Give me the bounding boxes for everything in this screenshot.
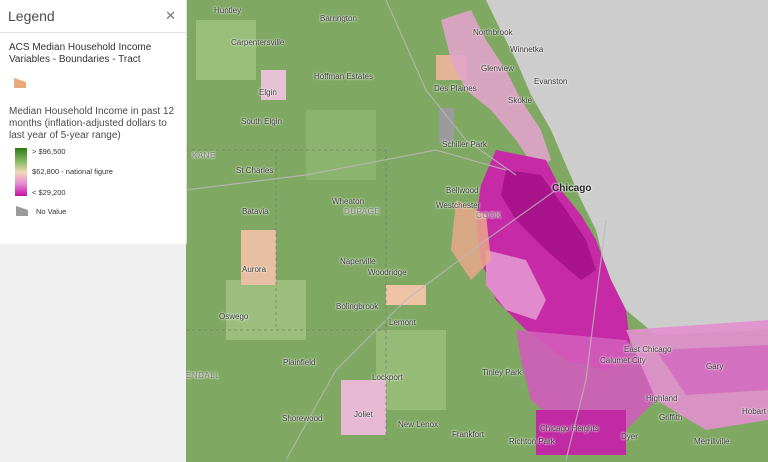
place-label: Hoffman Estates (314, 72, 373, 81)
place-label: Bellwood (446, 186, 479, 195)
map-view[interactable]: Huntley Barrington Northbrook Winnetka C… (186, 0, 768, 462)
place-label: Aurora (242, 265, 267, 274)
place-label: Calumet City (600, 356, 646, 365)
place-label: Batavia (242, 207, 269, 216)
place-label: New Lenox (398, 420, 439, 429)
place-label: St Charles (236, 166, 274, 175)
aurora-area (241, 230, 276, 285)
place-label: Elgin (259, 88, 277, 97)
place-label: Lemont (389, 318, 416, 327)
place-label: Plainfield (283, 358, 316, 367)
no-value-swatch-icon (16, 206, 28, 216)
county-label: ENDALL (186, 371, 221, 380)
color-ramp: > $96,500 $62,800 - national figure < $2… (15, 147, 186, 197)
place-label: Westchester (436, 201, 481, 210)
lake-michigan (486, 0, 768, 335)
no-value-entry: No Value (16, 206, 186, 216)
place-label: Naperville (340, 257, 376, 266)
place-label: Hobart (742, 407, 767, 416)
legend-panel: Legend ✕ ACS Median Household Income Var… (0, 0, 187, 244)
legend-header: Legend ✕ (0, 0, 186, 33)
joliet-area (341, 380, 386, 435)
place-label: East Chicago (624, 345, 672, 354)
ramp-label-high: > $96,500 (32, 147, 66, 156)
place-label: Tinley Park (482, 368, 522, 377)
place-label: Oswego (219, 312, 249, 321)
ramp-label-mid: $62,800 - national figure (32, 167, 113, 176)
place-label: Lockport (372, 373, 403, 382)
chicago-heights-area (536, 410, 626, 455)
place-label: Glenview (481, 64, 514, 73)
place-label: Merrillville (694, 437, 730, 446)
place-label-chicago: Chicago (552, 183, 592, 194)
place-label: Dyer (621, 432, 638, 441)
place-label: Richton Park (509, 437, 555, 446)
color-ramp-bar (15, 148, 27, 196)
field-name: Median Household Income in past 12 month… (9, 106, 175, 141)
place-label: Barrington (320, 14, 357, 23)
place-label: Wheaton (332, 197, 365, 206)
place-label: Chicago Heights (540, 424, 599, 433)
place-label: Des Plaines (434, 84, 477, 93)
place-label: Griffith (659, 413, 683, 422)
layer-swatch-icon (14, 78, 26, 88)
place-label: Frankfort (452, 430, 485, 439)
place-label: Gary (706, 362, 724, 371)
no-value-label: No Value (36, 206, 67, 216)
place-label: Shorewood (282, 414, 323, 423)
place-label: Huntley (214, 6, 242, 15)
place-label: Woodridge (368, 268, 407, 277)
layer-name: ACS Median Household Income Variables - … (9, 42, 152, 65)
place-label: Carpentersville (231, 38, 285, 47)
place-label: Northbrook (473, 28, 513, 37)
place-label: South Elgin (241, 117, 282, 126)
place-label: Bolingbrook (336, 302, 379, 311)
place-label: Highland (646, 394, 678, 403)
place-label: Schiller Park (442, 140, 487, 149)
place-label: Winnetka (510, 45, 544, 54)
place-label: Evanston (534, 77, 568, 86)
place-label: Skokie (508, 96, 533, 105)
legend-title: Legend (8, 8, 55, 24)
county-label: DUPAGE (344, 207, 381, 216)
place-label: Joliet (354, 410, 373, 419)
no-value-area (439, 108, 454, 143)
county-label: COOK (476, 211, 502, 220)
choropleth-map[interactable] (186, 0, 768, 462)
ramp-label-low: < $29,200 (32, 188, 66, 197)
county-label: KANE (192, 151, 216, 160)
close-icon[interactable]: ✕ (165, 8, 176, 23)
